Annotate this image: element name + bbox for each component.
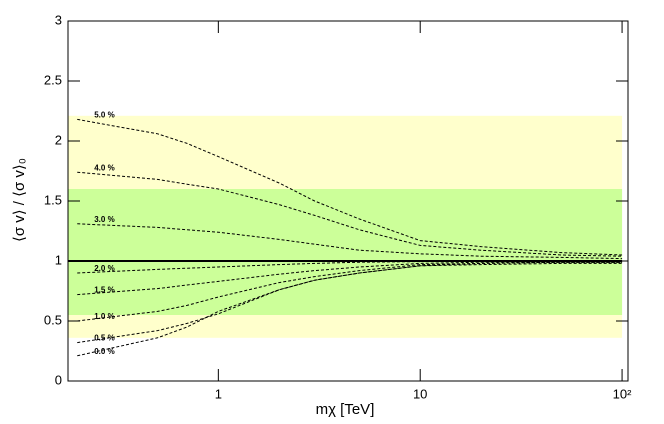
y-tick-label: 2.5	[44, 72, 62, 87]
legend-label: 4.0 %	[94, 163, 114, 172]
x-axis-title: mχ [TeV]	[316, 401, 375, 418]
x-tick-label: 10	[413, 386, 427, 401]
legend-label: 5.0 %	[94, 111, 114, 120]
series-line	[77, 118, 623, 256]
series-line	[77, 171, 623, 257]
y-axis-title: ⟨σ v⟩ / ⟨σ v⟩₀	[11, 158, 28, 242]
y-tick-label: 0.5	[44, 312, 62, 327]
band	[68, 189, 623, 315]
y-tick-label: 1.5	[44, 192, 62, 207]
series-line	[77, 223, 623, 260]
legend-label: 3.0 %	[94, 215, 114, 224]
legend-label: 0.0 %	[94, 347, 114, 356]
y-tick-label: 2	[55, 132, 62, 147]
y-tick-label: 1	[55, 252, 62, 267]
series-line	[77, 261, 623, 296]
y-tick-label: 3	[55, 12, 62, 27]
legend-label: 1.5 %	[94, 286, 114, 295]
x-tick-label: 10²	[613, 386, 632, 401]
y-tick-label: 0	[55, 372, 62, 387]
legend-label: 1.0 %	[94, 312, 114, 321]
legend-label: 0.5 %	[94, 334, 114, 343]
x-tick-label: 1	[215, 386, 222, 401]
series-line	[77, 261, 623, 344]
series-line	[77, 260, 623, 274]
legend-label: 2.0 %	[94, 264, 114, 273]
